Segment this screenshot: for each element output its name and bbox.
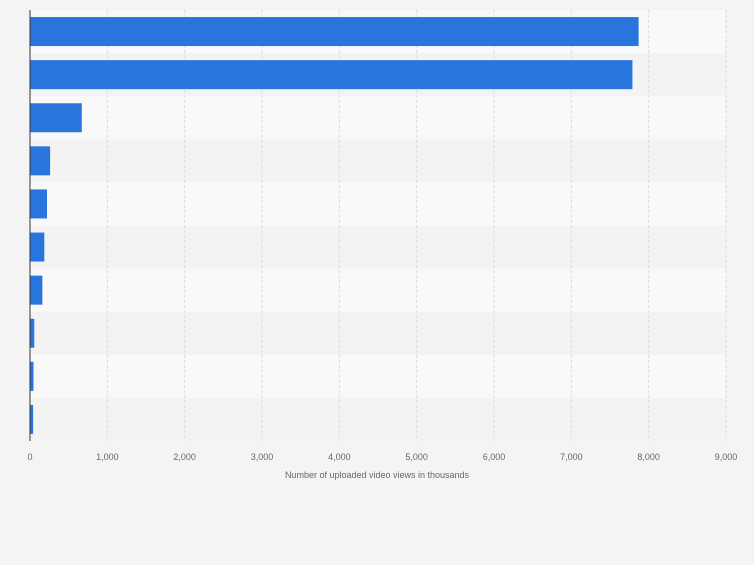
x-axis-ticks: 0 1,000 2,000 3,000 4,000 5,000 6,000 7,000 8,00… — [27, 452, 737, 462]
x-tick-label: 8,000 — [637, 452, 660, 462]
x-tick-label: 6,000 — [483, 452, 506, 462]
x-tick-label: 4,000 — [328, 452, 351, 462]
bar — [30, 189, 48, 219]
row-band — [30, 397, 726, 441]
x-tick-label: 5,000 — [405, 452, 428, 462]
bar — [30, 318, 35, 348]
row-band — [30, 268, 726, 312]
x-tick-label: 0 — [27, 452, 32, 462]
row-band — [30, 96, 726, 140]
row-band — [30, 311, 726, 355]
row-band — [30, 225, 726, 269]
x-tick-label: 3,000 — [251, 452, 274, 462]
x-tick-label: 9,000 — [715, 452, 738, 462]
row-band — [30, 354, 726, 398]
x-axis-title: Number of uploaded video views in thousa… — [285, 470, 470, 480]
bars — [30, 17, 639, 434]
bar — [30, 146, 51, 176]
x-tick-label: 7,000 — [560, 452, 583, 462]
x-tick-label: 1,000 — [96, 452, 119, 462]
bar — [30, 361, 34, 391]
bar — [30, 60, 633, 90]
bar — [30, 17, 639, 47]
bar — [30, 404, 34, 434]
row-band — [30, 139, 726, 183]
bar — [30, 232, 45, 262]
row-band — [30, 182, 726, 226]
bar — [30, 103, 82, 133]
bar — [30, 275, 43, 305]
x-tick-label: 2,000 — [173, 452, 196, 462]
